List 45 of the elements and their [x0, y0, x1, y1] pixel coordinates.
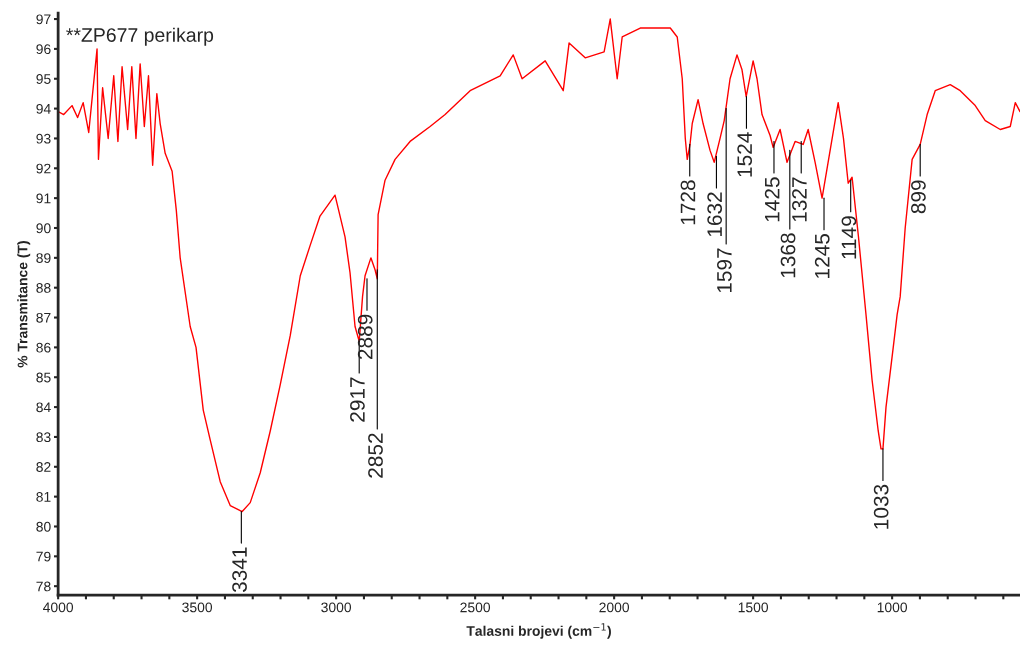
- y-tick-label: 96: [36, 44, 51, 55]
- x-tick-label: 4000: [43, 602, 74, 613]
- y-axis-title: % Transmitance (T): [17, 241, 31, 368]
- y-tick-label: 88: [36, 283, 51, 293]
- annotation: 1728: [680, 180, 696, 225]
- y-tick-label: 91: [36, 193, 51, 204]
- annotation: 1368: [780, 233, 796, 278]
- y-tick-label: 92: [36, 163, 51, 174]
- y-tick-label: 84: [36, 402, 51, 413]
- x-tick-label: 2000: [599, 602, 630, 613]
- annotation: 1632: [707, 192, 723, 237]
- y-tick-label: 93: [36, 133, 51, 144]
- x-tick-label: 2500: [460, 602, 491, 613]
- annotation: 1149: [841, 216, 857, 259]
- y-tick-label: 83: [36, 432, 51, 443]
- annotation: 1524: [737, 132, 753, 177]
- x-tick-label: 1000: [877, 602, 908, 613]
- y-tick-label: 81: [36, 491, 51, 502]
- y-tick-label: 89: [36, 253, 51, 264]
- annotation: 2917: [350, 377, 365, 422]
- annotation: 3341: [232, 547, 247, 593]
- x-tick-label: 1500: [738, 602, 769, 613]
- annotation: 899: [911, 180, 926, 214]
- y-tick-label: 86: [36, 342, 51, 353]
- y-tick-label: 97: [36, 14, 51, 25]
- text: **ZP677 perikarp: [66, 27, 214, 46]
- y-tick-label: 79: [36, 551, 51, 562]
- y-tick-label: 85: [36, 372, 51, 383]
- annotation: 1597: [717, 248, 732, 293]
- y-tick-label: 80: [36, 521, 51, 532]
- annotation: 2852: [368, 433, 383, 478]
- y-tick-label: 78: [36, 581, 51, 592]
- y-tick-label: 94: [36, 103, 51, 114]
- y-tick-label: 87: [36, 312, 51, 323]
- annotation: 2889: [357, 314, 373, 360]
- x-tick-label: 3000: [321, 602, 352, 613]
- x-tick-label: 3500: [182, 602, 213, 613]
- annotation: 1033: [873, 484, 889, 529]
- annotation: 1327: [792, 177, 807, 222]
- y-tick-label: 95: [36, 74, 51, 84]
- annotation: 1245: [814, 234, 830, 278]
- y-tick-label: 90: [36, 223, 51, 234]
- annotation: 1425: [764, 177, 780, 222]
- y-tick-label: 82: [36, 462, 51, 472]
- x-axis-title: Talasni brojevi (cm$^{−1}$): [466, 623, 611, 639]
